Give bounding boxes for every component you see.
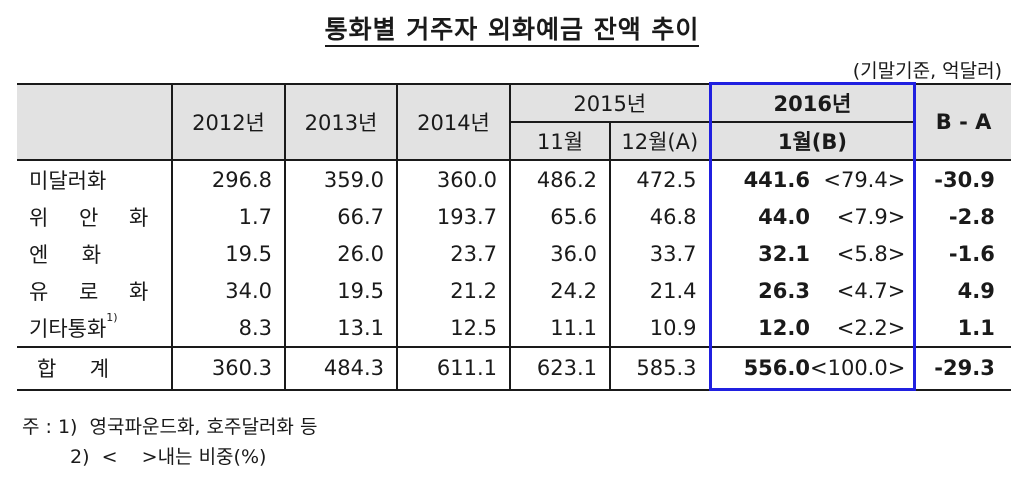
cell-diff: 1.1	[913, 309, 1011, 347]
cell: 611.1	[396, 346, 510, 391]
cell-share: <5.8>	[836, 241, 906, 266]
footnote-1: 주 : 1) 영국파운드화, 호주달러화 등	[22, 416, 318, 438]
cell: 484.3	[284, 346, 397, 391]
cell: 21.2	[396, 272, 510, 309]
cell: 36.0	[509, 235, 610, 272]
cell-share: <4.7>	[836, 278, 906, 303]
cell-diff: 4.9	[913, 272, 1011, 309]
cell: 11.1	[509, 309, 610, 347]
header-2013: 2013년	[284, 82, 398, 161]
cell: 585.3	[609, 346, 710, 391]
cell-diff: -1.6	[913, 235, 1011, 272]
cell: 472.5	[609, 160, 710, 198]
cell: 19.5	[284, 272, 397, 309]
total-row: 합 계 360.3 484.3 611.1 623.1 585.3 556.0 …	[17, 346, 1011, 391]
table-row: 위 안 화 1.7 66.7 193.7 65.6 46.8 44.0 <7.9…	[17, 198, 1011, 235]
cell: 10.9	[609, 309, 710, 347]
cell: 13.1	[284, 309, 397, 347]
cell-diff: -30.9	[913, 160, 1011, 198]
cell-b: 556.0	[708, 346, 810, 391]
cell: 65.6	[509, 198, 610, 235]
header-blank	[17, 82, 173, 161]
row-label: 미달러화	[29, 168, 107, 193]
header-nov: 11월	[509, 121, 611, 161]
cell: 34.0	[171, 272, 285, 309]
header-diff: B - A	[914, 82, 1011, 161]
header-2015: 2015년	[509, 82, 711, 122]
deposit-table: 2012년 2013년 2014년 2015년 2016년 B - A 11월 …	[17, 82, 1011, 391]
cell-b: 44.0	[708, 198, 810, 235]
cell-diff: -2.8	[913, 198, 1011, 235]
row-label: 기타통화1)	[29, 310, 118, 341]
cell-share: <100.0>	[810, 346, 915, 391]
cell: 21.4	[609, 272, 710, 309]
cell: 360.3	[171, 346, 285, 391]
cell-b: 26.3	[708, 272, 810, 309]
cell: 33.7	[609, 235, 710, 272]
cell-b: 32.1	[708, 235, 810, 272]
footnote-marker: 1)	[106, 310, 118, 324]
cell: 23.7	[396, 235, 510, 272]
row-label: 유 로 화	[29, 279, 161, 304]
cell: 296.8	[171, 160, 285, 198]
cell-diff: -29.3	[913, 346, 1011, 391]
cell-share: <2.2>	[836, 315, 906, 340]
header-dec: 12월(A)	[609, 121, 711, 161]
cell: 46.8	[609, 198, 710, 235]
unit-label: (기말기준, 억달러)	[852, 60, 1002, 82]
footnote-2: 2) < >내는 비중(%)	[70, 446, 267, 468]
cell: 12.5	[396, 309, 510, 347]
cell-b: 441.6	[708, 160, 810, 198]
table-row: 유 로 화 34.0 19.5 21.2 24.2 21.4 26.3 <4.7…	[17, 272, 1011, 309]
cell: 360.0	[396, 160, 510, 198]
table-row: 미달러화 296.8 359.0 360.0 486.2 472.5 441.6…	[17, 160, 1011, 198]
header-2016: 2016년	[708, 82, 917, 122]
cell: 193.7	[396, 198, 510, 235]
table-row: 엔 화 19.5 26.0 23.7 36.0 33.7 32.1 <5.8> …	[17, 235, 1011, 272]
table-row: 기타통화1) 8.3 13.1 12.5 11.1 10.9 12.0 <2.2…	[17, 309, 1011, 347]
cell: 1.7	[171, 198, 285, 235]
cell: 66.7	[284, 198, 397, 235]
cell-share: <79.4>	[823, 167, 906, 192]
header-jan: 1월(B)	[708, 121, 917, 161]
cell: 24.2	[509, 272, 610, 309]
row-label: 합 계	[17, 346, 172, 391]
table-title: 통화별 거주자 외화예금 잔액 추이	[0, 10, 1024, 47]
row-label: 위 안 화	[29, 205, 161, 230]
header-2014: 2014년	[396, 82, 511, 161]
row-label: 엔 화	[29, 242, 102, 267]
cell: 486.2	[509, 160, 610, 198]
cell: 359.0	[284, 160, 397, 198]
footnotes: 주 : 1) 영국파운드화, 호주달러화 등 2) < >내는 비중(%)	[22, 412, 317, 472]
header-2012: 2012년	[171, 82, 286, 161]
cell-share: <7.9>	[836, 204, 906, 229]
cell: 8.3	[171, 309, 285, 347]
cell: 623.1	[509, 346, 610, 391]
cell-b: 12.0	[708, 309, 810, 347]
cell: 26.0	[284, 235, 397, 272]
cell: 19.5	[171, 235, 285, 272]
